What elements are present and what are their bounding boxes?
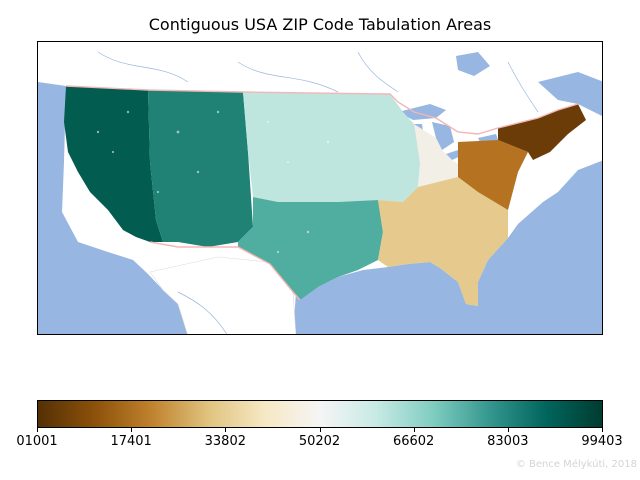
mexico-land xyxy=(149,256,297,334)
rivers xyxy=(97,51,539,334)
region-mid-atlantic xyxy=(458,140,528,210)
region-pacific xyxy=(64,86,163,242)
map-area xyxy=(37,41,603,335)
pacific-ocean xyxy=(38,82,188,334)
region-southeast xyxy=(378,177,508,306)
colorbar-tick xyxy=(602,428,603,432)
us-canada-border xyxy=(65,85,579,135)
colorbar-tick-label: 83003 xyxy=(487,434,529,449)
credit-text: © Bence Mélykúti, 2018 xyxy=(515,459,637,470)
colorbar-tick xyxy=(507,428,509,432)
lake-huron xyxy=(432,122,454,150)
colorbar-tick xyxy=(37,428,38,432)
colorbar-tick xyxy=(413,428,415,432)
gulf-st-lawrence xyxy=(538,72,602,116)
colorbar xyxy=(37,400,603,428)
colorbar-tick-label: 50202 xyxy=(298,434,341,449)
colorbar-tick xyxy=(225,428,227,432)
colorbar-tick xyxy=(319,428,321,432)
zcta-regions xyxy=(64,86,586,306)
colorbar-tick-label: 33802 xyxy=(204,434,246,449)
region-northeast xyxy=(498,104,586,160)
region-midwest xyxy=(243,92,420,202)
lake-superior xyxy=(398,104,446,120)
colorbar-tick-label: 17401 xyxy=(110,434,152,449)
colorbar-tick xyxy=(131,428,133,432)
canada-lake xyxy=(456,52,490,76)
region-mountain xyxy=(148,90,253,247)
us-mexico-border xyxy=(149,241,301,301)
region-south-central xyxy=(238,197,383,300)
lake-ontario xyxy=(478,134,498,142)
colorbar-tick-label: 99403 xyxy=(581,434,623,449)
map-title: Contiguous USA ZIP Code Tabulation Areas xyxy=(148,15,492,34)
colorbar-tick-label: 66602 xyxy=(392,434,435,449)
region-great-lakes xyxy=(414,124,458,187)
gulf-of-mexico xyxy=(293,160,602,334)
colorbar-tick-label: 01001 xyxy=(16,434,58,449)
zcta-points xyxy=(96,110,330,254)
usa-map xyxy=(38,51,602,334)
